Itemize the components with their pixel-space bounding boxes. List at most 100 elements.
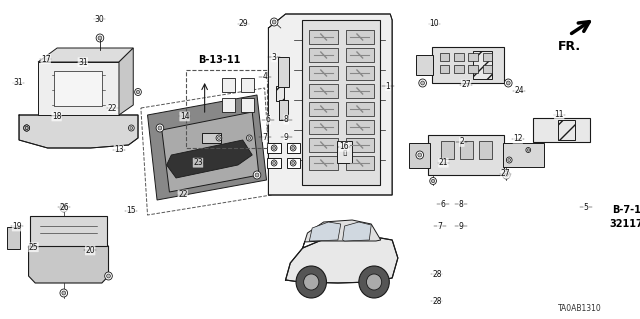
- Text: 9: 9: [284, 133, 289, 142]
- Circle shape: [62, 206, 66, 210]
- Bar: [618, 238, 639, 263]
- Text: 9: 9: [459, 222, 463, 231]
- Text: 16: 16: [339, 142, 349, 151]
- Text: ▯: ▯: [342, 147, 347, 157]
- Bar: [473, 51, 492, 79]
- Circle shape: [255, 173, 259, 177]
- Polygon shape: [19, 115, 138, 148]
- Bar: [346, 84, 374, 98]
- Circle shape: [296, 266, 326, 298]
- Bar: [309, 66, 338, 80]
- Circle shape: [105, 272, 112, 280]
- Bar: [440, 65, 449, 73]
- Circle shape: [62, 291, 66, 295]
- Bar: [186, 70, 266, 148]
- Bar: [441, 141, 454, 159]
- Circle shape: [98, 36, 102, 40]
- Bar: [241, 78, 254, 92]
- Bar: [309, 84, 338, 98]
- Bar: [279, 100, 289, 120]
- Text: TA0AB1310: TA0AB1310: [558, 304, 602, 313]
- Bar: [268, 143, 281, 153]
- Bar: [222, 78, 235, 92]
- Circle shape: [623, 245, 633, 255]
- Text: 11: 11: [554, 110, 564, 119]
- Circle shape: [60, 204, 68, 212]
- Text: 3: 3: [272, 53, 276, 62]
- Text: 20: 20: [85, 246, 95, 255]
- Circle shape: [527, 149, 529, 151]
- Circle shape: [216, 135, 222, 141]
- Circle shape: [431, 179, 435, 183]
- Circle shape: [130, 127, 132, 130]
- Text: 8: 8: [459, 200, 463, 209]
- Bar: [278, 57, 289, 87]
- Bar: [309, 156, 338, 170]
- Bar: [346, 66, 374, 80]
- Text: 6: 6: [266, 115, 271, 124]
- Bar: [301, 20, 380, 185]
- Bar: [346, 138, 374, 152]
- Bar: [468, 53, 478, 61]
- Circle shape: [291, 145, 296, 151]
- Text: 27: 27: [461, 80, 471, 89]
- Bar: [346, 156, 374, 170]
- Text: 31: 31: [13, 78, 23, 87]
- Bar: [309, 138, 338, 152]
- Circle shape: [273, 161, 276, 165]
- Circle shape: [291, 160, 296, 166]
- Bar: [483, 53, 492, 61]
- Circle shape: [271, 145, 277, 151]
- Circle shape: [156, 124, 164, 132]
- Circle shape: [136, 90, 140, 94]
- Text: 29: 29: [239, 19, 248, 28]
- Circle shape: [626, 248, 630, 253]
- Text: 17: 17: [41, 55, 51, 63]
- Bar: [502, 143, 545, 167]
- Text: 1: 1: [386, 82, 390, 91]
- Text: 7: 7: [262, 133, 268, 142]
- Circle shape: [25, 127, 28, 130]
- Bar: [309, 30, 338, 44]
- Text: 21: 21: [439, 158, 448, 167]
- Bar: [337, 141, 352, 163]
- Text: 12: 12: [513, 134, 522, 143]
- Circle shape: [272, 20, 276, 24]
- Text: 27: 27: [501, 169, 511, 178]
- Circle shape: [419, 79, 426, 87]
- Bar: [410, 143, 430, 168]
- Bar: [454, 65, 463, 73]
- Circle shape: [96, 34, 104, 42]
- Circle shape: [24, 125, 29, 131]
- Bar: [416, 55, 433, 75]
- Bar: [558, 120, 575, 140]
- Circle shape: [253, 171, 261, 179]
- Text: 22: 22: [178, 190, 188, 199]
- Bar: [533, 118, 590, 142]
- Text: 19: 19: [12, 222, 22, 231]
- Polygon shape: [29, 246, 109, 283]
- Bar: [287, 158, 300, 168]
- Bar: [268, 158, 281, 168]
- Text: 32117: 32117: [609, 219, 640, 229]
- Bar: [222, 98, 235, 112]
- Bar: [309, 120, 338, 134]
- Text: 18: 18: [52, 112, 61, 121]
- Text: 25: 25: [29, 243, 38, 252]
- Polygon shape: [285, 237, 398, 283]
- Text: 30: 30: [95, 15, 104, 24]
- Circle shape: [270, 18, 278, 26]
- Circle shape: [158, 126, 162, 130]
- Text: B-7-1: B-7-1: [612, 205, 640, 215]
- Bar: [346, 30, 374, 44]
- Circle shape: [367, 274, 381, 290]
- Circle shape: [420, 81, 424, 85]
- Circle shape: [506, 157, 512, 163]
- Text: 6: 6: [440, 200, 445, 209]
- Bar: [31, 216, 107, 246]
- Polygon shape: [119, 48, 133, 115]
- Bar: [6, 227, 20, 249]
- Polygon shape: [342, 222, 371, 241]
- Circle shape: [25, 127, 28, 130]
- Text: B-13-11: B-13-11: [198, 55, 240, 65]
